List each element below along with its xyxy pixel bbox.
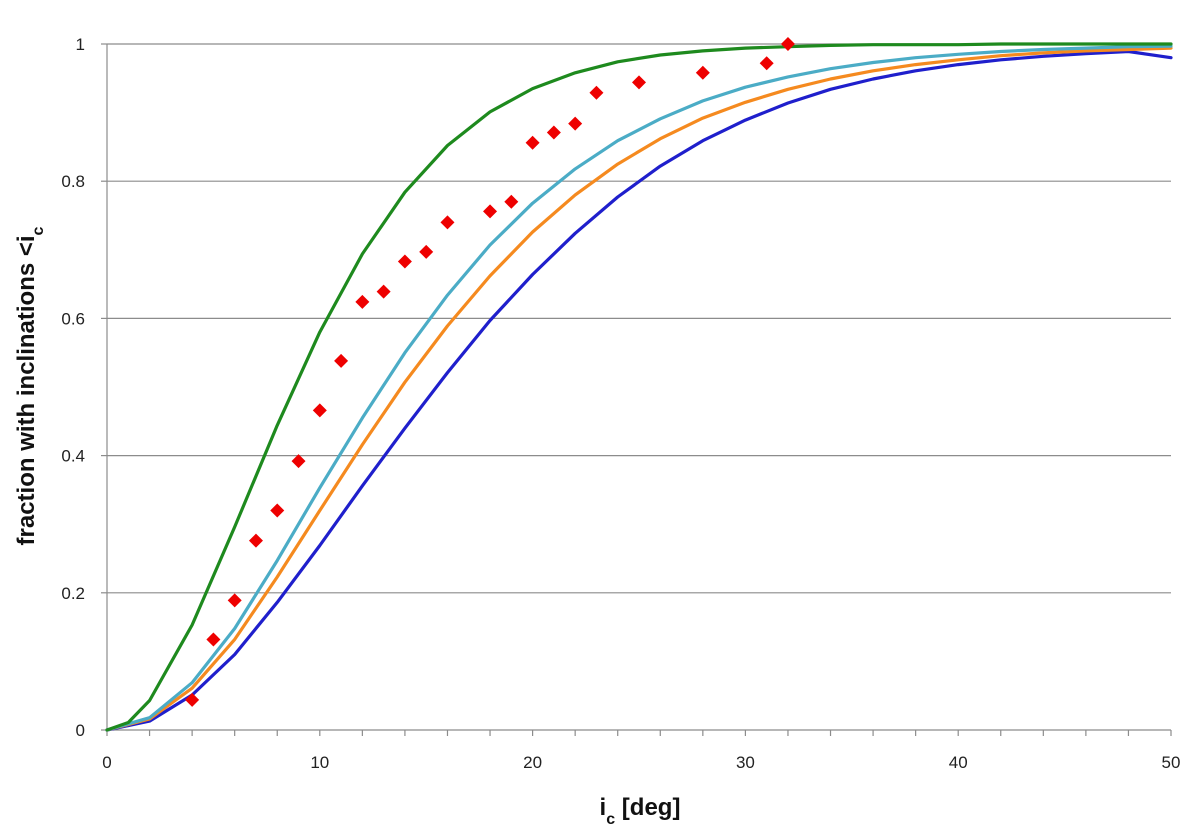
x-tick-label-3: 30 (736, 753, 755, 772)
y-tick-label-0: 0 (76, 721, 85, 740)
data-point-18 (589, 85, 604, 100)
x-tick-label-4: 40 (949, 753, 968, 772)
x-axis-title: ic [deg] (600, 794, 681, 828)
data-point-14 (504, 194, 519, 209)
data-point-17 (568, 116, 583, 131)
series-group (105, 37, 1173, 732)
data-point-22 (780, 37, 795, 51)
x-tick-label-1: 10 (310, 753, 329, 772)
data-point-3 (248, 533, 263, 548)
data-point-4 (270, 503, 285, 518)
series-line-3 (105, 42, 1173, 732)
data-point-6 (312, 403, 327, 418)
x-tick-label-5: 50 (1162, 753, 1181, 772)
y-tick-label-1: 0.2 (61, 584, 85, 603)
data-point-16 (546, 125, 561, 140)
axes (101, 43, 1172, 736)
data-point-0 (185, 692, 200, 707)
data-point-10 (397, 254, 412, 269)
data-point-7 (334, 353, 349, 368)
data-point-12 (440, 215, 455, 230)
data-point-1 (206, 632, 221, 647)
gridlines (107, 43, 1171, 594)
series-line-1 (105, 46, 1173, 732)
data-point-21 (759, 56, 774, 71)
y-axis-title: fraction with inclinations <ic (13, 226, 47, 545)
x-tick-label-0: 0 (102, 753, 111, 772)
plot-area (107, 44, 1171, 730)
data-point-5 (291, 454, 306, 469)
data-point-8 (355, 294, 370, 309)
data-point-2 (227, 593, 242, 608)
y-tick-label-5: 1 (76, 35, 85, 54)
scatter-series-4 (185, 37, 795, 707)
data-point-9 (376, 284, 391, 299)
x-tick-label-2: 20 (523, 753, 542, 772)
y-tick-label-4: 0.8 (61, 172, 85, 191)
y-tick-label-2: 0.4 (61, 447, 85, 466)
series-line-2 (105, 44, 1173, 732)
tick-labels: 0 10 20 30 40 50 0 0.2 0.4 0.6 0.8 1 (61, 35, 1180, 772)
data-point-13 (483, 204, 498, 219)
data-point-11 (419, 244, 434, 259)
series-line-0 (105, 49, 1173, 732)
data-point-15 (525, 135, 540, 150)
data-point-19 (632, 75, 646, 90)
y-tick-label-3: 0.6 (61, 309, 85, 328)
data-point-20 (695, 65, 710, 80)
